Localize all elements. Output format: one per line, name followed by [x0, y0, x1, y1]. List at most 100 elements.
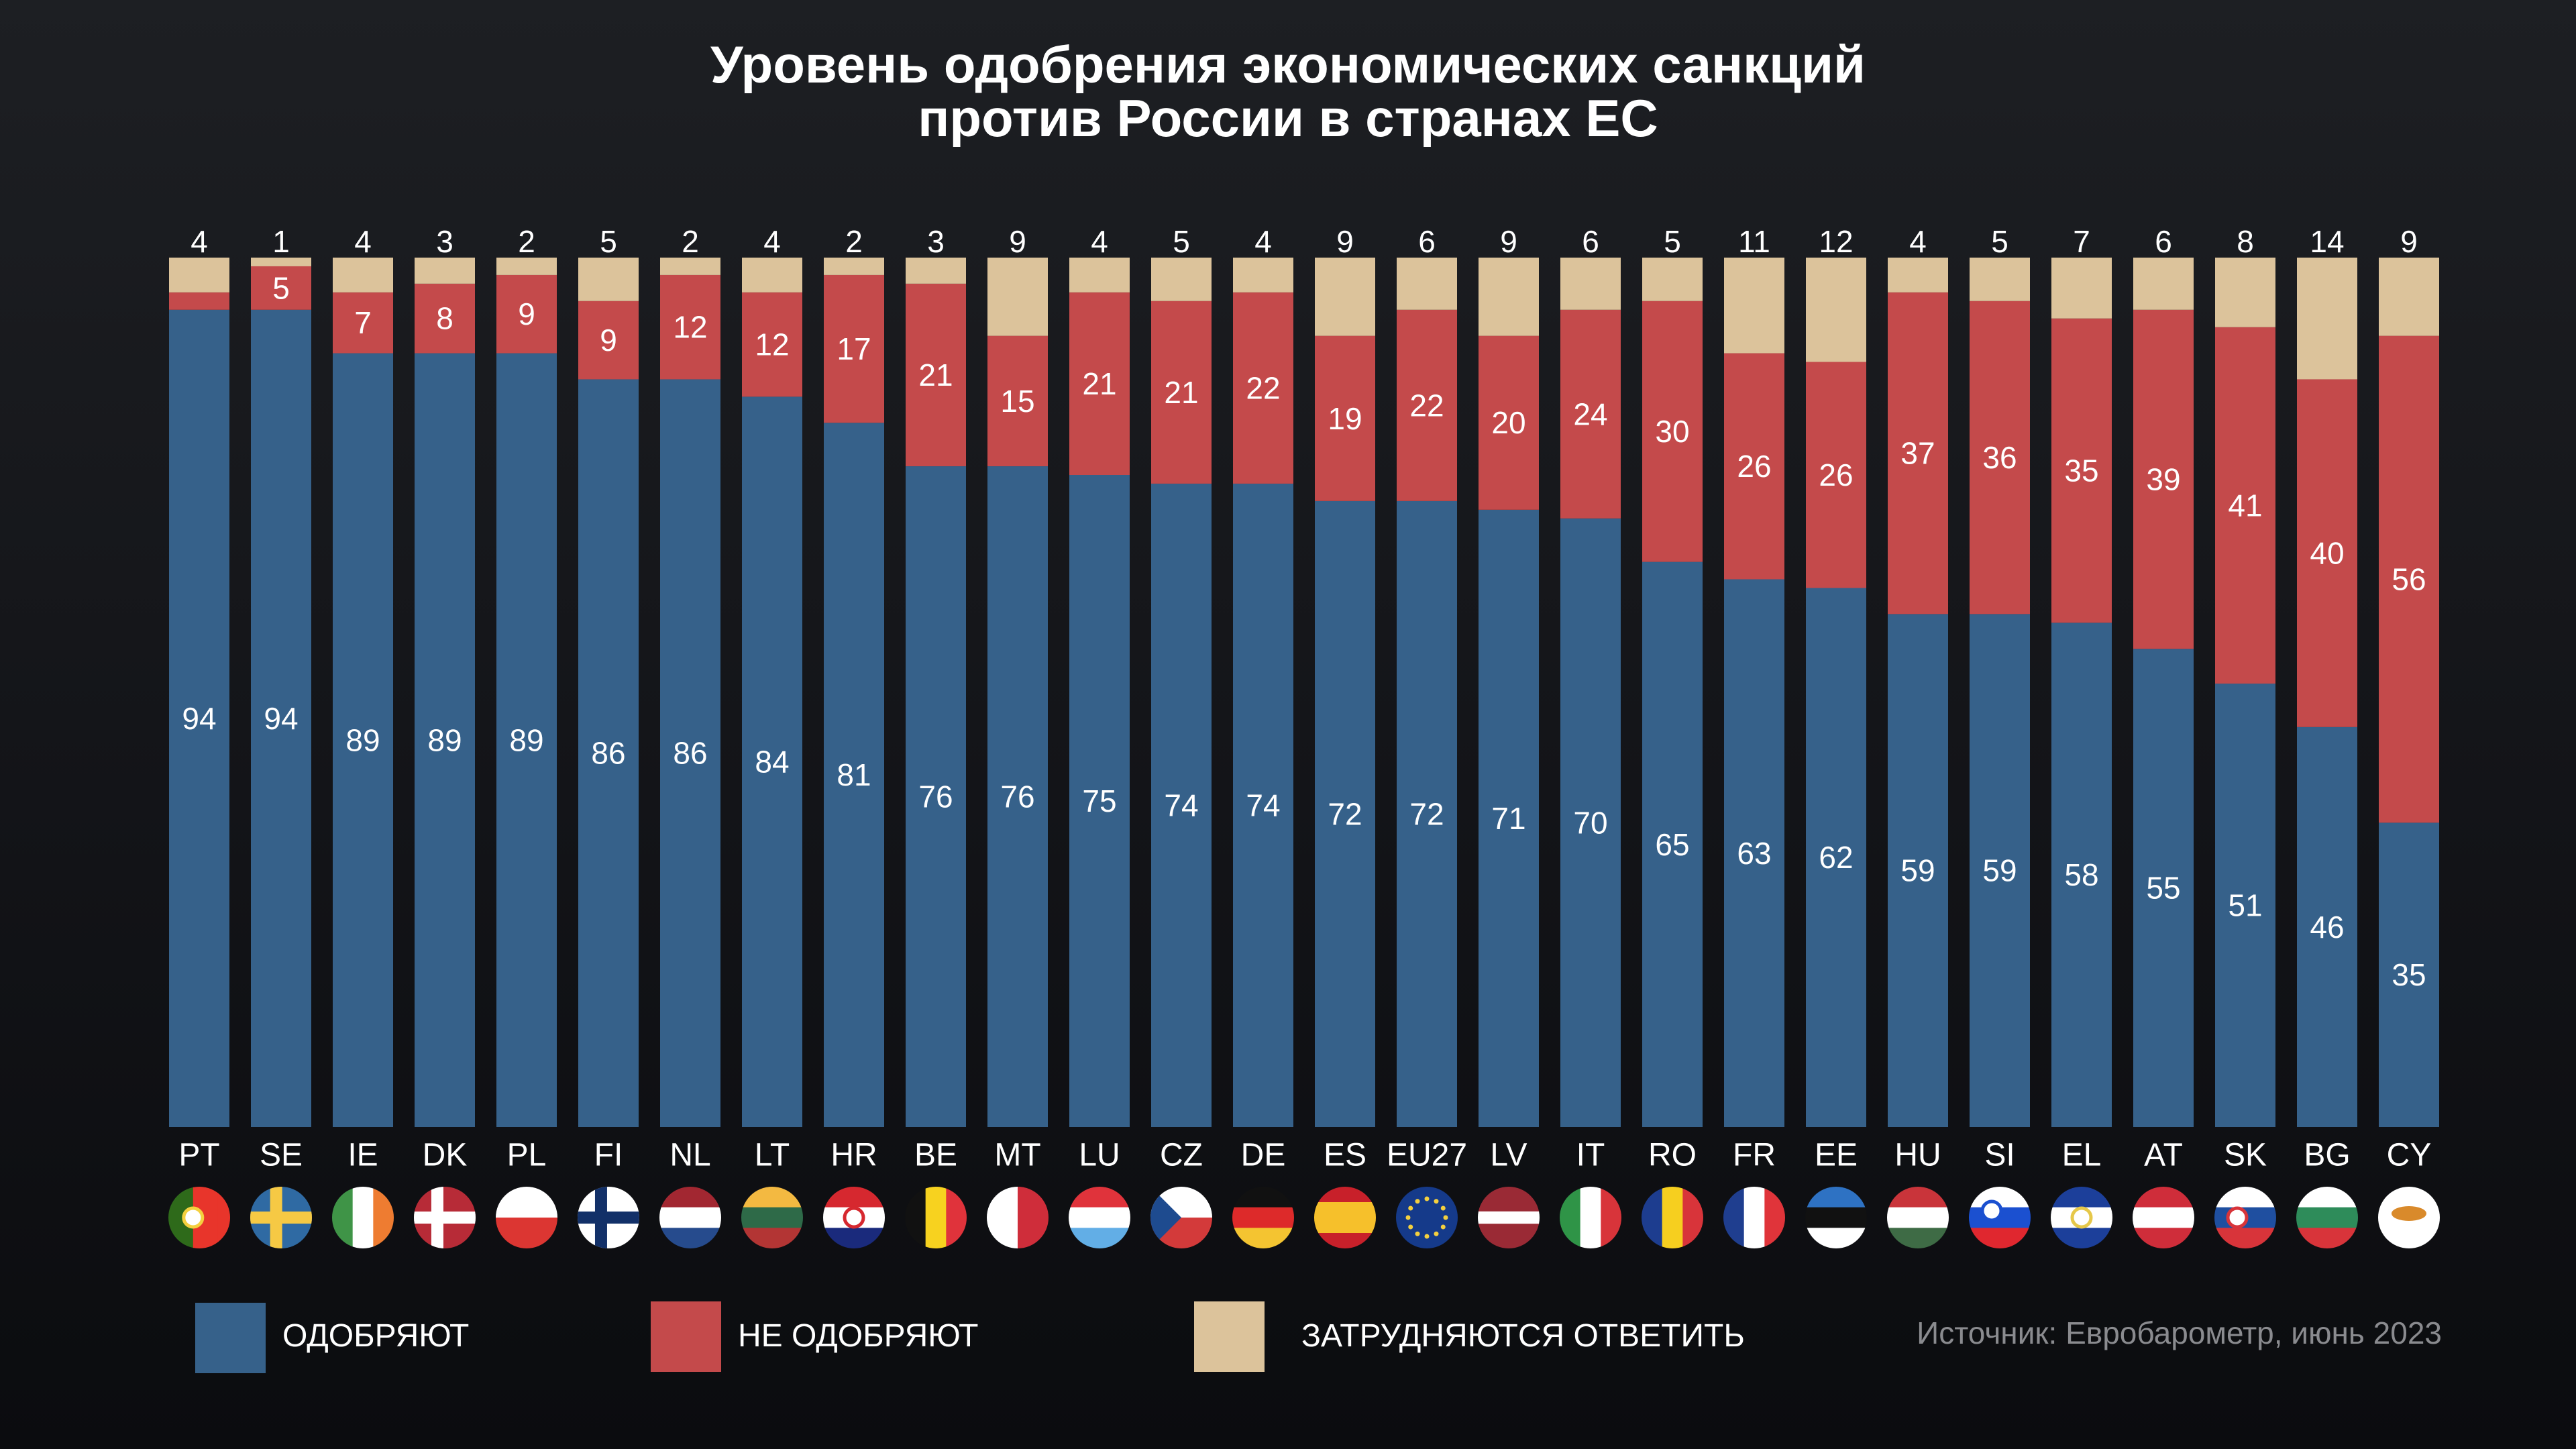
- category-label-BG: BG: [2304, 1138, 2350, 1173]
- bar-segment-SE-approve: [251, 309, 311, 1127]
- bar-segment-LT-undecided: [742, 258, 802, 292]
- data-label-PT-approve: 94: [182, 701, 216, 736]
- bar-AT: [2133, 258, 2194, 1127]
- bar-EE: [1806, 258, 1866, 1127]
- bar-segment-NL-disapprove: [660, 274, 720, 380]
- data-label-FI-disapprove: 9: [600, 323, 617, 358]
- flag-cz-icon: [1150, 1187, 1212, 1248]
- bar-segment-BE-undecided: [906, 258, 966, 284]
- data-label-NL-undecided: 2: [682, 224, 699, 259]
- bar-MT: [987, 258, 1048, 1127]
- bar-segment-EU27-undecided: [1397, 258, 1457, 310]
- flag-ro-icon: [1642, 1187, 1703, 1248]
- category-label-SE: SE: [260, 1138, 303, 1173]
- bar-BG: [2297, 258, 2357, 1127]
- bar-segment-RO-disapprove: [1642, 301, 1703, 562]
- bar-segment-SK-approve: [2215, 684, 2275, 1127]
- data-label-DE-approve: 74: [1246, 788, 1280, 822]
- bar-segment-IE-approve: [333, 353, 393, 1127]
- data-label-LV-undecided: 9: [1500, 224, 1517, 259]
- flag-eu27-icon: [1396, 1187, 1458, 1248]
- data-label-CY-undecided: 9: [2400, 224, 2418, 259]
- bar-RO: [1642, 258, 1703, 1127]
- data-label-FI-approve: 86: [591, 736, 625, 771]
- bar-segment-MT-approve: [987, 466, 1048, 1127]
- data-label-DK-undecided: 3: [436, 224, 453, 259]
- data-label-PL-approve: 89: [509, 722, 543, 757]
- data-label-LT-undecided: 4: [763, 224, 781, 259]
- bar-segment-DE-undecided: [1233, 258, 1293, 292]
- category-label-CY: CY: [2387, 1138, 2432, 1173]
- bar-segment-LV-undecided: [1479, 258, 1539, 336]
- flag-fr-icon: [1723, 1187, 1785, 1248]
- bar-LT: [742, 258, 802, 1127]
- data-label-SK-approve: 51: [2228, 888, 2262, 923]
- bar-segment-CY-undecided: [2379, 258, 2439, 336]
- category-label-EL: EL: [2062, 1138, 2102, 1173]
- bar-segment-BG-disapprove: [2297, 379, 2357, 727]
- data-label-CZ-approve: 74: [1164, 788, 1198, 822]
- data-label-BG-undecided: 14: [2310, 224, 2344, 259]
- data-label-EU27-approve: 72: [1409, 796, 1444, 831]
- data-label-EL-disapprove: 35: [2064, 453, 2098, 488]
- data-label-BE-approve: 76: [918, 780, 953, 814]
- category-label-IE: IE: [347, 1138, 378, 1173]
- data-label-SI-undecided: 5: [1991, 224, 2008, 259]
- bar-segment-ES-disapprove: [1315, 335, 1375, 501]
- flag-mt-icon: [987, 1187, 1049, 1248]
- bar-segment-RO-undecided: [1642, 258, 1703, 301]
- bar-segment-MT-undecided: [987, 258, 1048, 336]
- bar-segment-HR-disapprove: [824, 274, 884, 423]
- bar-segment-IT-approve: [1560, 518, 1621, 1127]
- bar-segment-LT-disapprove: [742, 292, 802, 397]
- category-label-LT: LT: [755, 1138, 790, 1173]
- bar-segment-SK-disapprove: [2215, 327, 2275, 684]
- data-label-PL-disapprove: 9: [518, 297, 535, 331]
- category-label-DE: DE: [1241, 1138, 1286, 1173]
- bar-segment-NL-undecided: [660, 258, 720, 275]
- bar-segment-IT-disapprove: [1560, 309, 1621, 519]
- chart-title: Уровень одобрения экономических санкций …: [0, 38, 2576, 145]
- data-label-LU-undecided: 4: [1091, 224, 1108, 259]
- bar-FR: [1724, 258, 1784, 1127]
- bar-segment-DK-disapprove: [415, 283, 475, 354]
- bar-segment-FI-approve: [578, 379, 639, 1128]
- data-label-RO-undecided: 5: [1664, 224, 1681, 259]
- category-label-LV: LV: [1490, 1138, 1527, 1173]
- data-label-IT-undecided: 6: [1582, 224, 1599, 259]
- bar-DK: [415, 258, 475, 1127]
- category-label-FI: FI: [594, 1138, 623, 1173]
- flag-lt-icon: [741, 1187, 803, 1248]
- bar-segment-RO-approve: [1642, 561, 1703, 1127]
- category-label-EU27: EU27: [1387, 1138, 1467, 1173]
- bar-segment-HU-disapprove: [1888, 292, 1948, 614]
- title-line-2: против России в странах ЕС: [918, 89, 1658, 148]
- bar-segment-LV-disapprove: [1479, 335, 1539, 510]
- legend-label-disapprove: НЕ ОДОБРЯЮТ: [738, 1318, 979, 1354]
- data-label-HR-undecided: 2: [845, 224, 863, 259]
- data-label-ES-undecided: 9: [1336, 224, 1354, 259]
- category-label-IT: IT: [1576, 1138, 1605, 1173]
- bar-segment-SI-undecided: [1970, 258, 2030, 301]
- data-label-IT-approve: 70: [1573, 805, 1607, 840]
- flag-si-icon: [1969, 1187, 2031, 1248]
- bar-segment-FI-disapprove: [578, 301, 639, 380]
- bar-segment-IT-undecided: [1560, 258, 1621, 310]
- flag-be-icon: [905, 1187, 967, 1248]
- bar-EL: [2051, 258, 2112, 1127]
- flag-hr-icon: [823, 1187, 885, 1248]
- data-label-SE-approve: 94: [264, 701, 298, 736]
- bar-segment-BG-approve: [2297, 727, 2357, 1127]
- category-label-RO: RO: [1648, 1138, 1697, 1173]
- bar-segment-EL-disapprove: [2051, 318, 2112, 623]
- flag-sk-icon: [2214, 1187, 2276, 1248]
- data-label-SK-undecided: 8: [2237, 224, 2254, 259]
- data-label-HU-disapprove: 37: [1900, 436, 1935, 471]
- bar-segment-AT-disapprove: [2133, 309, 2194, 649]
- bar-segment-EE-undecided: [1806, 258, 1866, 362]
- bar-segment-LU-approve: [1069, 475, 1130, 1127]
- data-label-MT-disapprove: 15: [1000, 384, 1034, 419]
- bar-segment-ES-undecided: [1315, 258, 1375, 336]
- data-label-SK-disapprove: 41: [2228, 488, 2262, 523]
- bar-PT: [169, 258, 229, 1127]
